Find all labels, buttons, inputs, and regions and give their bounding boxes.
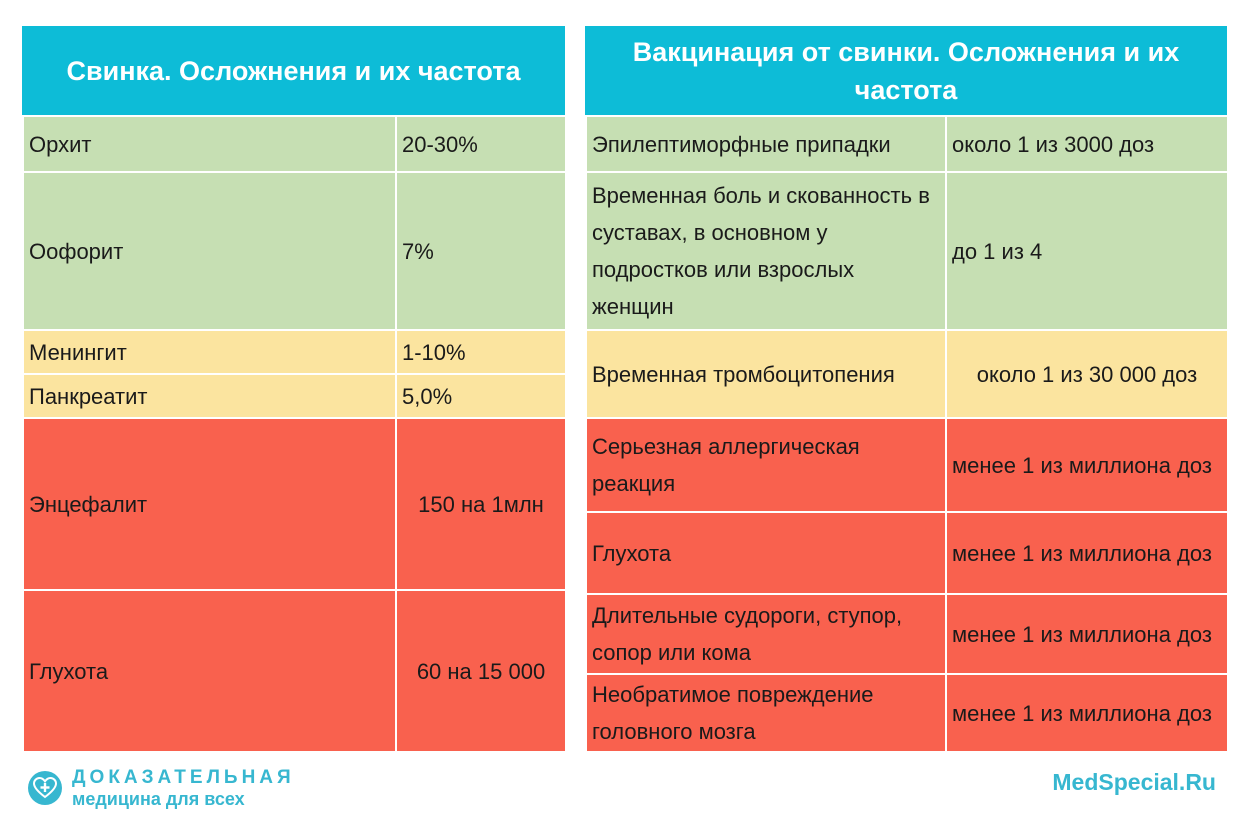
site-link[interactable]: MedSpecial.Ru <box>1052 769 1216 795</box>
complication-rate: менее 1 из миллиона доз <box>945 511 1229 595</box>
complication-name: Орхит <box>22 115 397 173</box>
complication-rate: до 1 из 4 <box>945 171 1229 331</box>
table-row: Временная боль и скованность в суставах,… <box>585 171 1229 331</box>
complication-name: Энцефалит <box>22 417 397 591</box>
complication-rate: 5,0% <box>395 373 567 419</box>
complication-rate: 1-10% <box>395 329 567 375</box>
complication-rate: 150 на 1млн <box>395 417 567 591</box>
heart-plus-icon <box>28 771 62 805</box>
complication-rate: 7% <box>395 171 567 331</box>
table-row: Эпилептиморфные припадки около 1 из 3000… <box>585 115 1229 173</box>
table-row: Серьезная аллергическая реакция менее 1 … <box>585 417 1229 513</box>
complication-rate: менее 1 из миллиона доз <box>945 593 1229 675</box>
table-row: Глухота менее 1 из миллиона доз <box>585 511 1229 595</box>
complication-name: Серьезная аллергическая реакция <box>585 417 947 513</box>
mumps-complications-table: Свинка. Осложнения и их частота Орхит 20… <box>22 26 567 753</box>
complication-rate: 20-30% <box>395 115 567 173</box>
complication-rate: 60 на 15 000 <box>395 589 567 753</box>
complication-name: Эпилептиморфные припадки <box>585 115 947 173</box>
complication-rate: около 1 из 3000 доз <box>945 115 1229 173</box>
vaccine-title-line2: частота <box>854 74 958 105</box>
complication-rate: около 1 из 30 000 доз <box>945 329 1229 419</box>
complication-name: Глухота <box>22 589 397 753</box>
table-row: Орхит 20-30% <box>22 115 567 173</box>
table-row: Временная тромбоцитопения около 1 из 30 … <box>585 329 1229 419</box>
table-row: Менингит 1-10% <box>22 329 567 375</box>
vaccine-table-body: Эпилептиморфные припадки около 1 из 3000… <box>585 115 1229 753</box>
table-row: Необратимое повреждение головного мозга … <box>585 673 1229 753</box>
table-row: Длительные судороги, ступор, сопор или к… <box>585 593 1229 675</box>
mumps-table-body: Орхит 20-30% Оофорит 7% Менингит 1-10% П… <box>22 115 567 753</box>
complication-name: Необратимое повреждение головного мозга <box>585 673 947 753</box>
vaccine-complications-table: Вакцинация от свинки. Осложнения и их ча… <box>585 26 1229 753</box>
complication-rate: менее 1 из миллиона доз <box>945 417 1229 513</box>
mumps-table-title: Свинка. Осложнения и их частота <box>22 26 565 115</box>
vaccine-title-line1: Вакцинация от свинки. Осложнения и их <box>632 36 1180 67</box>
complication-name: Оофорит <box>22 171 397 331</box>
complication-name: Панкреатит <box>22 373 397 419</box>
vaccine-table-title: Вакцинация от свинки. Осложнения и их ча… <box>585 26 1227 115</box>
complication-rate: менее 1 из миллиона доз <box>945 673 1229 753</box>
table-row: Панкреатит 5,0% <box>22 373 567 419</box>
logo-subtitle: медицина для всех <box>72 789 245 809</box>
complication-name: Временная тромбоцитопения <box>585 329 947 419</box>
complication-name: Длительные судороги, ступор, сопор или к… <box>585 593 947 675</box>
table-row: Оофорит 7% <box>22 171 567 331</box>
complication-name: Глухота <box>585 511 947 595</box>
brand-logo[interactable]: ДОКАЗАТЕЛЬНАЯ медицина для всех <box>28 767 295 809</box>
complication-name: Менингит <box>22 329 397 375</box>
complication-name: Временная боль и скованность в суставах,… <box>585 171 947 331</box>
table-row: Энцефалит 150 на 1млн <box>22 417 567 591</box>
logo-title: ДОКАЗАТЕЛЬНАЯ <box>72 767 295 788</box>
table-row: Глухота 60 на 15 000 <box>22 589 567 753</box>
